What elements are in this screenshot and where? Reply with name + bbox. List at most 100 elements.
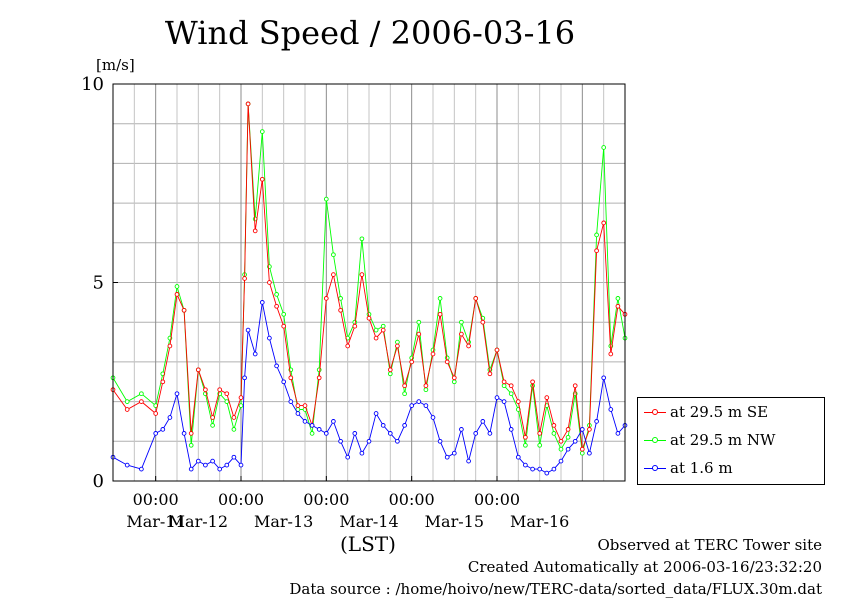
- data-point: [124, 407, 130, 412]
- data-point: [252, 228, 258, 234]
- data-point: [615, 296, 621, 301]
- data-point: [174, 292, 180, 297]
- data-point: [515, 454, 521, 460]
- data-point: [174, 391, 180, 397]
- chart-title: Wind Speed / 2006-03-16: [164, 14, 576, 52]
- day-label: Mar-15: [425, 512, 484, 531]
- data-point: [245, 327, 251, 333]
- data-point: [594, 419, 599, 424]
- data-point: [523, 442, 528, 448]
- data-point: [423, 403, 429, 408]
- footer-source: Data source : /home/hoivo/new/TERC-data/…: [289, 580, 822, 598]
- data-point: [288, 375, 294, 381]
- data-point: [473, 296, 479, 301]
- data-point: [259, 129, 265, 134]
- data-point: [167, 343, 173, 349]
- data-point: [167, 415, 173, 420]
- legend: at 29.5 m SE at 29.5 m NW at 1.6 m: [637, 397, 825, 485]
- data-point: [594, 232, 599, 238]
- data-point: [523, 434, 528, 440]
- data-point: [259, 300, 265, 305]
- data-point: [242, 375, 247, 381]
- data-point: [245, 101, 251, 107]
- day-label: Mar-11: [126, 512, 185, 531]
- data-point: [451, 379, 457, 385]
- data-point: [601, 220, 607, 226]
- x-tick-label: 00:00: [474, 490, 520, 509]
- y-tick-label: 10: [81, 74, 104, 95]
- data-point: [508, 427, 514, 432]
- data-point: [195, 367, 201, 373]
- data-point: [572, 438, 578, 444]
- data-point: [188, 466, 194, 472]
- data-point: [608, 407, 614, 412]
- data-point: [402, 423, 407, 428]
- data-point: [579, 427, 585, 432]
- data-point: [274, 303, 279, 309]
- legend-label-se: at 29.5 m SE: [670, 403, 769, 421]
- data-point: [238, 395, 244, 400]
- data-point: [480, 319, 486, 325]
- legend-symbol-low: [644, 463, 666, 473]
- data-point: [124, 399, 130, 404]
- data-point: [565, 427, 571, 432]
- data-point: [615, 431, 621, 436]
- data-point: [309, 431, 315, 436]
- data-point: [487, 431, 493, 436]
- data-point: [423, 387, 429, 393]
- data-point: [153, 431, 159, 436]
- data-point: [274, 292, 279, 297]
- y-unit-label: [m/s]: [96, 56, 135, 74]
- data-point: [210, 423, 215, 428]
- data-point: [579, 450, 585, 456]
- data-point: [274, 363, 279, 369]
- series-group: [110, 101, 628, 476]
- data-point: [466, 458, 471, 464]
- data-point: [487, 371, 493, 377]
- data-point: [459, 331, 464, 337]
- data-point: [416, 331, 422, 337]
- data-point: [124, 462, 130, 468]
- data-point: [281, 379, 287, 385]
- data-point: [238, 403, 244, 408]
- data-point: [224, 399, 230, 404]
- x-tick-label: 00:00: [303, 490, 349, 509]
- data-point: [473, 431, 479, 436]
- data-point: [508, 391, 514, 397]
- data-point: [359, 272, 365, 277]
- data-point: [402, 391, 407, 397]
- data-point: [338, 307, 343, 313]
- data-point: [380, 423, 386, 428]
- data-point: [515, 399, 521, 404]
- data-point: [537, 442, 543, 448]
- data-point: [615, 303, 621, 309]
- data-point: [338, 438, 343, 444]
- data-point: [252, 351, 258, 357]
- data-point: [288, 399, 294, 404]
- data-point: [195, 458, 201, 464]
- data-point: [601, 375, 607, 381]
- data-point: [437, 311, 443, 317]
- data-point: [174, 284, 180, 289]
- data-point: [295, 403, 301, 408]
- data-point: [402, 383, 407, 389]
- data-point: [352, 323, 358, 329]
- data-point: [181, 431, 187, 436]
- data-point: [444, 454, 450, 460]
- data-point: [323, 431, 329, 436]
- data-point: [238, 462, 244, 468]
- y-tick-label: 0: [93, 471, 104, 492]
- data-point: [217, 387, 223, 393]
- data-point: [501, 383, 507, 389]
- data-point: [281, 311, 287, 317]
- data-point: [387, 367, 393, 373]
- data-point: [316, 367, 322, 373]
- day-label: Mar-12: [169, 512, 228, 531]
- data-point: [210, 415, 215, 420]
- data-point: [316, 375, 322, 381]
- data-point: [203, 387, 208, 393]
- data-point: [295, 411, 301, 416]
- data-point: [565, 434, 571, 440]
- data-point: [508, 383, 514, 389]
